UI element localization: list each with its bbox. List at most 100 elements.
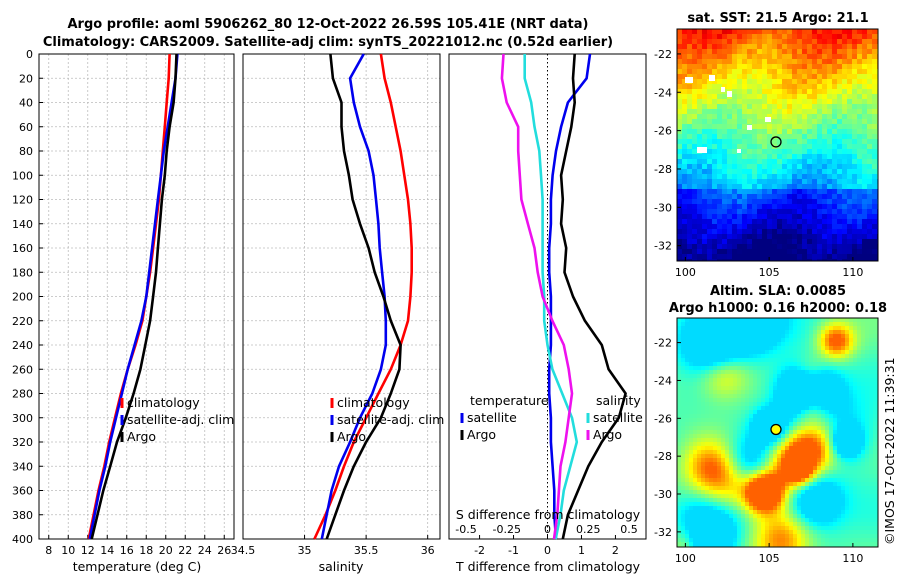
missing-data-patch [685,77,693,83]
y-tick-label: 220 [12,315,33,328]
t-difference-xlabel: T difference from climatology [455,559,641,574]
lon-tick-label: 105 [759,552,780,565]
series-line-t-satellite [547,53,592,540]
y-tick-label: 160 [12,242,33,255]
temperature-profile-chart: 8 10 12 14 16 18 20 22 24 26020406080100120140160… [12,48,235,557]
series-line-s-argo [500,53,574,540]
y-tick-label: 400 [12,533,33,546]
plot-frame [242,53,441,540]
x-tick-label: 16 [120,544,134,557]
legend-label: satellite-adj. clim [127,412,234,427]
lat-tick-label: -32 [654,240,672,253]
missing-data-patch [721,87,725,92]
sst-map: 100 105 110 -22 -24 -26 -28 -30 -32 [654,28,879,279]
missing-data-patch [747,125,752,130]
legend-title-temperature: temperature [470,393,549,408]
missing-data-patch [727,91,732,97]
legend-label: satellite-adj. clim [337,412,444,427]
figure-title-line2: Climatology: CARS2009. Satellite-adj cli… [43,35,613,50]
sla-map-title-line2: Argo h1000: 0.16 h2000: 0.18 [669,301,887,316]
x-tick-label: 35.5 [354,544,379,557]
map-frame [676,317,879,548]
x-tick-label: 35 [298,544,312,557]
argo-location-marker [770,136,782,148]
series-line-t-argo [559,53,627,540]
y-tick-label: 240 [12,339,33,352]
temperature-xlabel: temperature (deg C) [73,559,202,574]
legend-label: Argo [337,429,366,444]
x-tick-label: 36 [421,544,435,557]
sla-map-title-line1: Altim. SLA: 0.0085 [710,284,846,299]
y-tick-label: 180 [12,266,33,279]
series-line-satellite-adj-clim [88,53,179,540]
y-tick-label: 40 [19,97,33,110]
s-tick-label: -0.5 [455,523,476,536]
lon-tick-label: 110 [842,266,863,279]
s-tick-label: 0.5 [620,523,638,536]
t-tick-label: -1 [508,544,519,557]
lat-tick-label: -26 [654,125,672,138]
x-tick-label: 14 [100,544,114,557]
s-tick-label: -0.25 [493,523,521,536]
t-tick-label: -2 [474,544,485,557]
y-tick-label: 320 [12,436,33,449]
y-tick-label: 60 [19,121,33,134]
series-line-climatology [313,53,414,540]
map-frame [676,28,879,262]
x-tick-label: 24 [198,544,212,557]
legend-title-salinity: salinity [596,393,641,408]
legend-label: Argo [127,429,156,444]
sla-map: 100 105 110 -22 -24 -26 -28 -30 -32 [654,317,879,565]
t-tick-label: 0 [544,544,551,557]
legend-label: satellite [467,410,517,425]
series-line-argo [90,53,178,540]
salinity-xlabel: salinity [319,559,364,574]
lat-tick-label: -22 [654,337,672,350]
lat-tick-label: -30 [654,488,672,501]
missing-data-patch [737,149,741,153]
y-tick-label: 300 [12,412,33,425]
y-tick-label: 280 [12,388,33,401]
lon-tick-label: 110 [842,552,863,565]
s-tick-label: 0 [544,523,551,536]
x-tick-label: 12 [81,544,95,557]
y-tick-label: 260 [12,363,33,376]
s-difference-xlabel: S difference from climatology [456,507,641,522]
t-tick-label: 1 [578,544,585,557]
sst-map-title: sat. SST: 21.5 Argo: 21.1 [687,11,868,26]
legend-label: satellite [593,410,643,425]
y-tick-label: 0 [26,48,33,61]
legend-label: Argo [593,427,622,442]
y-tick-label: 360 [12,485,33,498]
y-tick-label: 140 [12,218,33,231]
lat-tick-label: -24 [654,374,672,387]
missing-data-patch [709,75,715,81]
argo-location-marker [770,423,782,436]
y-tick-label: 380 [12,509,33,522]
x-tick-label: 8 [45,544,52,557]
series-line-s-satellite [523,54,579,540]
lon-tick-label: 105 [759,266,780,279]
lat-tick-label: -28 [654,450,672,463]
x-tick-label: 10 [61,544,75,557]
x-tick-label: 26 [217,544,231,557]
legend-label: Argo [467,427,496,442]
s-tick-label: 0.25 [576,523,601,536]
x-tick-label: 20 [159,544,173,557]
x-tick-label: 34.5 [231,544,256,557]
lat-tick-label: -26 [654,412,672,425]
salinity-profile-chart: 34.5 35 35.5 36 climatology satellite-adj. cl… [231,53,444,557]
series-line-argo [325,53,402,540]
y-tick-label: 20 [19,72,33,85]
y-tick-label: 200 [12,291,33,304]
lat-tick-label: -32 [654,526,672,539]
sla-field [677,318,879,548]
lon-tick-label: 100 [675,266,696,279]
x-tick-label: 18 [139,544,153,557]
imos-watermark: ©IMOS 17-Oct-2022 11:39:31 [882,357,897,545]
lat-tick-label: -22 [654,48,672,61]
legend-label: climatology [127,395,200,410]
y-tick-label: 100 [12,169,33,182]
difference-profile-chart: -2 -1 0 1 2 -0.5 -0.25 0 0.25 0.5 temperature satel… [448,53,647,557]
legend-label: climatology [337,395,410,410]
